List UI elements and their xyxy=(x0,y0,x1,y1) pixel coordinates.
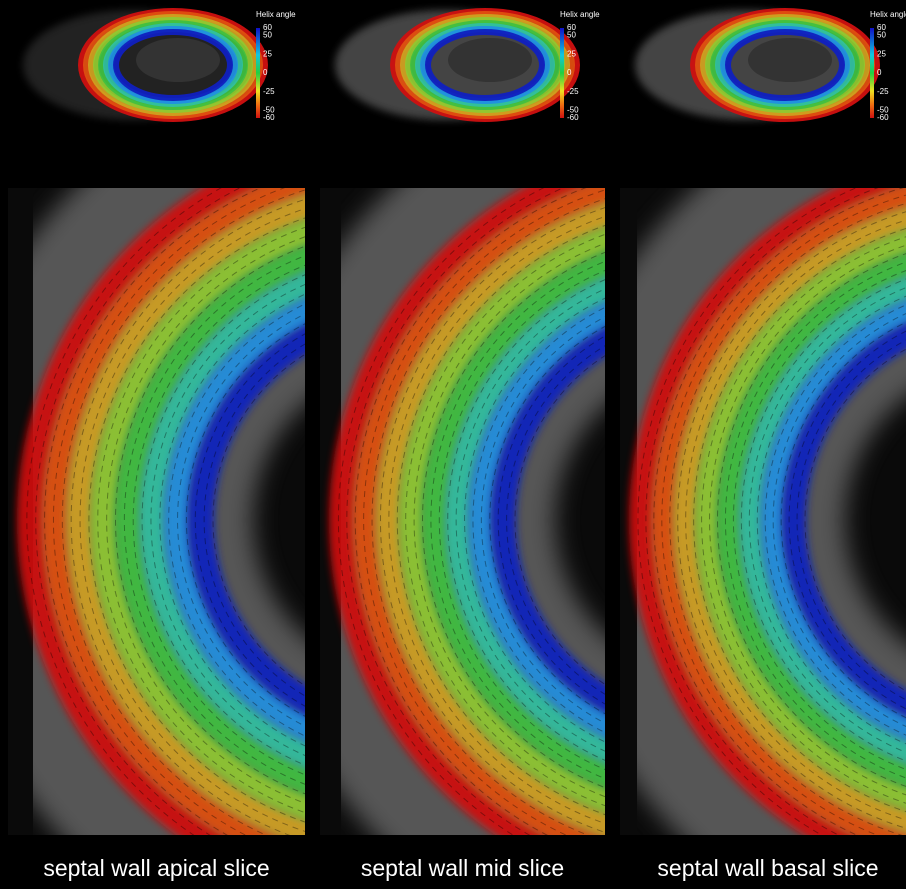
colorbar-tick: 25 xyxy=(877,49,886,58)
colorbar-tick: -25 xyxy=(567,87,579,96)
colorbar-tick: -60 xyxy=(877,113,889,122)
large-view xyxy=(620,158,906,882)
colorbar-tick: 0 xyxy=(567,68,572,77)
colorbar xyxy=(560,28,564,118)
small-view xyxy=(335,10,577,120)
cavity xyxy=(448,38,532,82)
colorbar-title: Helix angle xyxy=(560,10,600,19)
small-view xyxy=(23,10,265,120)
figure: Helix angle6050250-25-50-60septal wall a… xyxy=(0,0,906,889)
cavity xyxy=(748,38,832,82)
small-view xyxy=(635,10,877,120)
colorbar-title: Helix angle xyxy=(256,10,296,19)
colorbar xyxy=(870,28,874,118)
caption: septal wall basal slice xyxy=(657,855,878,881)
caption: septal wall mid slice xyxy=(361,855,564,881)
colorbar-title: Helix angle xyxy=(870,10,906,19)
colorbar-tick: 50 xyxy=(263,31,272,40)
colorbar-tick: -60 xyxy=(263,113,275,122)
colorbar-tick: 0 xyxy=(263,68,268,77)
caption: septal wall apical slice xyxy=(43,855,269,881)
colorbar-tick: 50 xyxy=(877,31,886,40)
colorbar-tick: -60 xyxy=(567,113,579,122)
colorbar-tick: 0 xyxy=(877,68,882,77)
colorbar-tick: 25 xyxy=(263,49,272,58)
colorbar-tick: 25 xyxy=(567,49,576,58)
colorbar xyxy=(256,28,260,118)
colorbar-tick: -25 xyxy=(877,87,889,96)
colorbar-tick: 50 xyxy=(567,31,576,40)
colorbar-tick: -25 xyxy=(263,87,275,96)
cavity xyxy=(136,38,220,82)
